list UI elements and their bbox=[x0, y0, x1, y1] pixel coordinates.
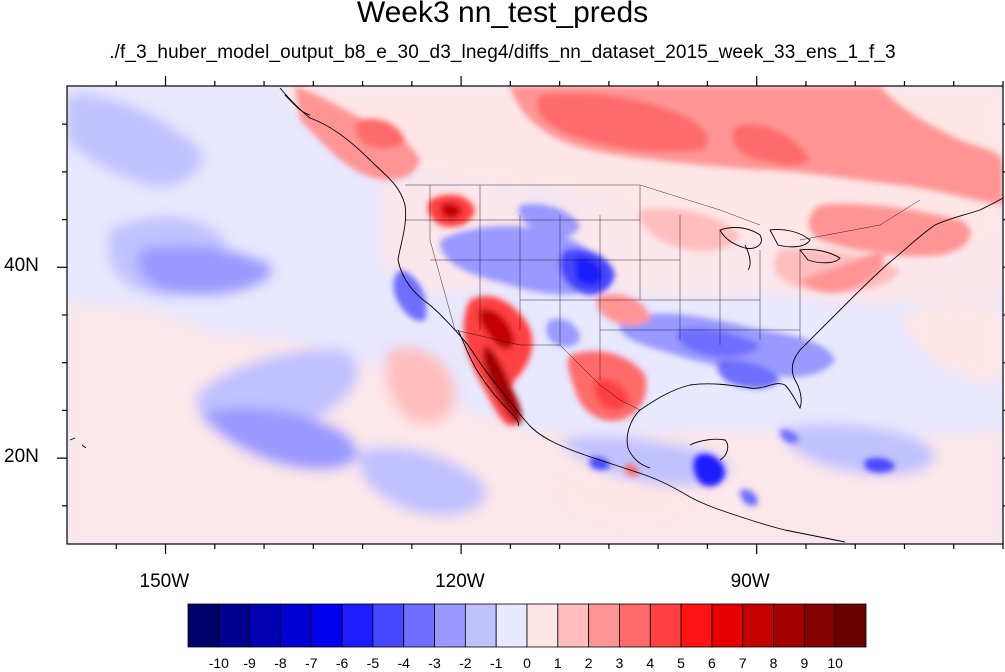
colorbar-swatch bbox=[834, 603, 867, 648]
colorbar-label: 6 bbox=[708, 655, 716, 671]
colorbar-swatch bbox=[249, 603, 281, 648]
colorbar-label: 7 bbox=[738, 655, 747, 671]
map-subtitle: ./f_3_huber_model_output_b8_e_30_d3_lneg… bbox=[109, 42, 896, 63]
colorbar-swatch bbox=[495, 603, 528, 648]
colorbar-label: -7 bbox=[305, 655, 318, 671]
colorbar-swatch bbox=[526, 603, 559, 648]
colorbar-swatch bbox=[649, 603, 682, 648]
colorbar-label: -9 bbox=[243, 655, 256, 671]
colorbar-swatch bbox=[464, 603, 497, 648]
map-title: Week3 nn_test_preds bbox=[356, 0, 649, 29]
colorbar-label: -10 bbox=[208, 655, 229, 671]
lon-label-120W: 120W bbox=[435, 571, 485, 592]
colorbar-label: 1 bbox=[553, 655, 562, 671]
colorbar-swatch bbox=[341, 603, 374, 648]
colorbar-swatch bbox=[711, 603, 744, 648]
colorbar-label: -6 bbox=[335, 655, 349, 671]
colorbar-label: -4 bbox=[397, 655, 410, 671]
colorbar-label: 4 bbox=[646, 655, 655, 671]
us-anomalies bbox=[393, 194, 884, 426]
colorbar-label: -3 bbox=[428, 655, 441, 671]
colorbar-label: -1 bbox=[489, 655, 503, 671]
map-field bbox=[67, 86, 1003, 544]
colorbar-swatch bbox=[742, 603, 774, 648]
colorbar-label: 5 bbox=[677, 655, 685, 671]
colorbar-swatch bbox=[218, 603, 251, 648]
lat-label-20N: 20N bbox=[4, 446, 39, 468]
colorbar-label: -8 bbox=[274, 655, 287, 671]
colorbar-swatch bbox=[619, 603, 651, 648]
lon-label-150W: 150W bbox=[139, 571, 190, 592]
colorbar-swatch bbox=[773, 603, 805, 648]
colorbar-label: 10 bbox=[827, 655, 843, 671]
colorbar-swatch bbox=[557, 603, 590, 648]
lat-label-40N: 40N bbox=[4, 255, 39, 277]
lon-label-90W: 90W bbox=[730, 571, 770, 592]
colorbar-swatch bbox=[372, 603, 405, 648]
colorbar-label: 8 bbox=[769, 655, 778, 671]
colorbar-swatch bbox=[588, 603, 620, 648]
colorbar-label: 3 bbox=[615, 655, 624, 671]
coastlines bbox=[69, 87, 1003, 543]
colorbar-swatch bbox=[803, 603, 836, 648]
south-features bbox=[590, 429, 895, 506]
colorbar-swatch bbox=[280, 603, 312, 648]
colorbar-label: 9 bbox=[800, 655, 809, 671]
colorbar bbox=[187, 603, 867, 648]
political-borders bbox=[405, 184, 921, 411]
colorbar-label: -5 bbox=[366, 655, 380, 671]
colorbar-label: -2 bbox=[459, 655, 472, 671]
colorbar-label: 2 bbox=[584, 655, 593, 671]
colorbar-swatch bbox=[187, 603, 220, 648]
colorbar-swatch bbox=[403, 603, 435, 648]
colorbar-swatch bbox=[680, 603, 713, 648]
colorbar-swatch bbox=[434, 603, 466, 648]
colorbar-label: 0 bbox=[523, 655, 531, 671]
colorbar-swatch bbox=[310, 603, 343, 648]
